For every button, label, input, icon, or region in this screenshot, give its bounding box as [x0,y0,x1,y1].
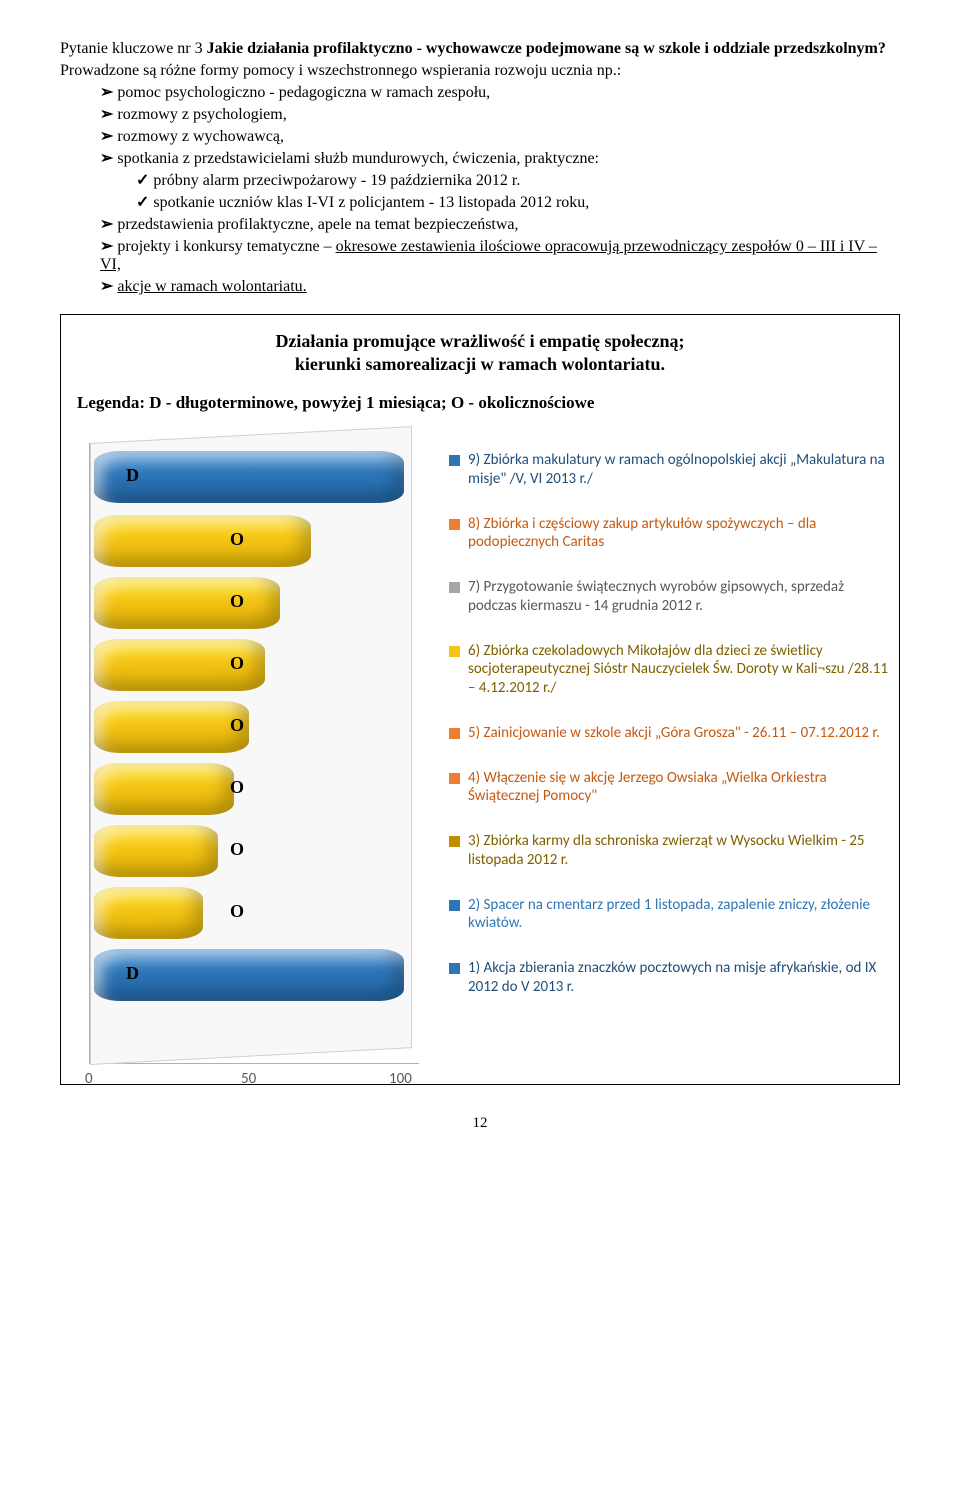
legend-item: 8) Zbiórka i częściowy zakup artykułów s… [449,515,891,553]
legend-item: 1) Akcja zbierania znaczków pocztowych n… [449,959,891,997]
legend-item: 4) Włączenie się w akcję Jerzego Owsiaka… [449,769,891,807]
chart-bar [94,763,234,815]
arrow-item-under: akcje w ramach wolontariatu. [117,278,306,295]
legend-item: 5) Zainicjowanie w szkole akcji „Góra Gr… [449,724,891,743]
legend-text: 5) Zainicjowanie w szkole akcji „Góra Gr… [468,724,880,743]
legend-swatch [449,773,460,784]
legend-text: 7) Przygotowanie świątecznych wyrobów gi… [468,578,891,616]
chart-bar [94,887,203,939]
page-number: 12 [60,1115,900,1132]
legend-swatch [449,519,460,530]
x-tick: 100 [389,1070,412,1088]
legend-text: 6) Zbiórka czekoladowych Mikołajów dla d… [468,642,891,698]
arrow-item: projekty i konkursy tematyczne – okresow… [100,236,900,274]
check-item: próbny alarm przeciwpożarowy - 19 paździ… [136,170,900,190]
legend-swatch [449,836,460,847]
chart-body: DOOOOOOOD 0 50 100 9) Zbiórka makulatury… [69,443,891,1070]
question-heading: Pytanie kluczowe nr 3 Jakie działania pr… [60,40,900,58]
x-tick: 0 [85,1070,93,1088]
legend-swatch [449,963,460,974]
chart-bar [94,949,404,1001]
chart-plot-column: DOOOOOOOD 0 50 100 [69,443,429,1070]
chart-bar-label: O [230,839,244,860]
legend-item: 3) Zbiórka karmy dla schroniska zwierząt… [449,832,891,870]
legend-item: 2) Spacer na cmentarz przed 1 listopada,… [449,896,891,934]
chart-bar [94,515,311,567]
legend-swatch [449,728,460,739]
arrow-item: spotkania z przedstawicielami służb mund… [100,148,900,212]
chart-bar-label: D [126,963,139,984]
legend-text: 1) Akcja zbierania znaczków pocztowych n… [468,959,891,997]
legend-item: 9) Zbiórka makulatury w ramach ogólnopol… [449,451,891,489]
legend-swatch [449,455,460,466]
legend-text: 3) Zbiórka karmy dla schroniska zwierząt… [468,832,891,870]
check-list: próbny alarm przeciwpożarowy - 19 paździ… [100,170,900,212]
chart-title-line2: kierunki samorealizacji w ramach wolonta… [69,354,891,375]
legend-swatch [449,900,460,911]
arrow-item: rozmowy z wychowawcą, [100,126,900,146]
chart-frame: Działania promujące wrażliwość i empatię… [60,314,900,1085]
chart-bar-label: O [230,591,244,612]
question-subline: Prowadzone są różne formy pomocy i wszec… [60,62,900,80]
chart-bar-label: O [230,653,244,674]
chart-bar-label: O [230,901,244,922]
legend-swatch [449,646,460,657]
question-prefix: Pytanie kluczowe nr 3 [60,40,207,57]
arrow-item-pre: projekty i konkursy tematyczne – [117,238,335,255]
chart-bar [94,825,218,877]
check-item: spotkanie uczniów klas I-VI z policjante… [136,192,900,212]
legend-item: 6) Zbiórka czekoladowych Mikołajów dla d… [449,642,891,698]
legend-text: 4) Włączenie się w akcję Jerzego Owsiaka… [468,769,891,807]
arrow-item-text: spotkania z przedstawicielami służb mund… [117,150,599,167]
arrow-item: przedstawienia profilaktyczne, apele na … [100,214,900,234]
chart-bar [94,451,404,503]
chart-legend-line: Legenda: D - długoterminowe, powyżej 1 m… [77,393,891,413]
arrow-item: pomoc psychologiczno - pedagogiczna w ra… [100,82,900,102]
chart-title-line1: Działania promujące wrażliwość i empatię… [69,331,891,352]
legend-text: 9) Zbiórka makulatury w ramach ogólnopol… [468,451,891,489]
x-tick: 50 [241,1070,256,1088]
arrow-item: akcje w ramach wolontariatu. [100,276,900,296]
legend-item: 7) Przygotowanie świątecznych wyrobów gi… [449,578,891,616]
legend-text: 8) Zbiórka i częściowy zakup artykułów s… [468,515,891,553]
arrow-item: rozmowy z psychologiem, [100,104,900,124]
arrow-list: pomoc psychologiczno - pedagogiczna w ra… [60,82,900,296]
chart-bar-label: D [126,465,139,486]
chart-bar-label: O [230,777,244,798]
chart-bar-label: O [230,529,244,550]
chart-bar-label: O [230,715,244,736]
chart-bar [94,701,249,753]
legend-swatch [449,582,460,593]
chart-legend: 9) Zbiórka makulatury w ramach ogólnopol… [429,443,891,1023]
chart-bar [94,577,280,629]
plot-area: D O O O O O O O D [89,443,419,1064]
question-bold: Jakie działania profilaktyczno - wychowa… [207,40,886,57]
legend-text: 2) Spacer na cmentarz przed 1 listopada,… [468,896,891,934]
